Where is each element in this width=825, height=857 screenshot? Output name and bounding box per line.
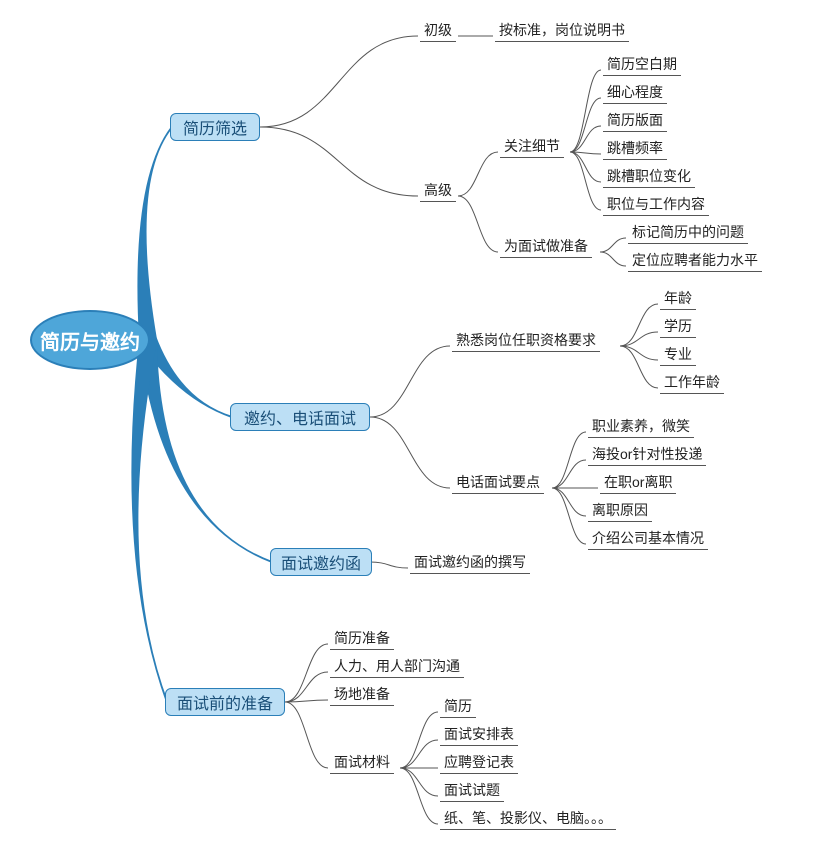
thin-connector	[285, 702, 328, 768]
thin-connector	[400, 768, 438, 824]
leaf-l_d1: 简历空白期	[603, 54, 681, 76]
thin-connector	[458, 196, 498, 252]
branch-b2: 邀约、电话面试	[230, 403, 370, 431]
thin-connector	[552, 488, 586, 544]
connector-layer	[0, 0, 825, 857]
leaf-l_m1: 简历	[440, 696, 476, 718]
thin-connector	[400, 740, 438, 768]
thin-connector	[400, 768, 438, 796]
leaf-l_d5: 跳槽职位变化	[603, 166, 695, 188]
thin-connector	[370, 562, 408, 568]
root-label: 简历与邀约	[40, 326, 140, 355]
root-connector	[137, 126, 172, 341]
branch-b3: 面试邀约函	[270, 548, 372, 576]
thin-connector	[285, 700, 328, 702]
leaf-l_m3: 应聘登记表	[440, 752, 518, 774]
root-node: 简历与邀约	[30, 310, 150, 370]
leaf-l_t4: 离职原因	[588, 500, 652, 522]
leaf-l_d2: 细心程度	[603, 82, 667, 104]
leaf-l_t: 电话面试要点	[452, 472, 544, 494]
thin-connector	[570, 152, 601, 154]
thin-connector	[552, 460, 586, 488]
leaf-l_pr1: 简历准备	[330, 628, 394, 650]
leaf-l_ch2b: 为面试做准备	[500, 236, 592, 258]
branch-b1: 简历筛选	[170, 113, 260, 141]
leaf-l_d3: 简历版面	[603, 110, 667, 132]
root-connector	[131, 339, 168, 703]
leaf-l_pr4: 面试材料	[330, 752, 394, 774]
leaf-l_d4: 跳槽频率	[603, 138, 667, 160]
thin-connector	[260, 36, 418, 127]
leaf-l_q4: 工作年龄	[660, 372, 724, 394]
thin-connector	[552, 432, 586, 488]
thin-connector	[552, 488, 586, 516]
leaf-l_pr2: 人力、用人部门沟通	[330, 656, 464, 678]
thin-connector	[570, 70, 601, 152]
thin-connector	[600, 238, 626, 252]
leaf-l_pr3: 场地准备	[330, 684, 394, 706]
thin-connector	[620, 346, 658, 360]
thin-connector	[570, 126, 601, 152]
thin-connector	[400, 712, 438, 768]
leaf-l_p2: 定位应聘者能力水平	[628, 250, 762, 272]
leaf-l_ch2: 高级	[420, 180, 456, 202]
leaf-l_ch2a: 关注细节	[500, 136, 564, 158]
thin-connector	[285, 644, 328, 702]
leaf-l_t3: 在职or离职	[600, 472, 676, 494]
thin-connector	[260, 127, 418, 196]
thin-connector	[370, 346, 450, 417]
leaf-l_t1: 职业素养，微笑	[588, 416, 694, 438]
leaf-l_m4: 面试试题	[440, 780, 504, 802]
branch-b4: 面试前的准备	[165, 688, 285, 716]
leaf-l_t2: 海投or针对性投递	[588, 444, 706, 466]
leaf-l_ch1: 初级	[420, 20, 456, 42]
leaf-l_q3: 专业	[660, 344, 696, 366]
thin-connector	[620, 304, 658, 346]
thin-connector	[570, 152, 601, 182]
thin-connector	[570, 152, 601, 210]
thin-connector	[570, 98, 601, 152]
leaf-l_p1: 标记简历中的问题	[628, 222, 748, 244]
leaf-l_m2: 面试安排表	[440, 724, 518, 746]
leaf-l_q2: 学历	[660, 316, 696, 338]
thin-connector	[370, 417, 450, 488]
thin-connector	[600, 252, 626, 266]
leaf-l_d6: 职位与工作内容	[603, 194, 709, 216]
thin-connector	[285, 672, 328, 702]
leaf-l_q1: 年龄	[660, 288, 696, 310]
leaf-l_t5: 介绍公司基本情况	[588, 528, 708, 550]
root-connector	[140, 336, 232, 418]
thin-connector	[458, 152, 498, 196]
leaf-l_q: 熟悉岗位任职资格要求	[452, 330, 600, 352]
leaf-l_ch1a: 按标准，岗位说明书	[495, 20, 629, 42]
leaf-l_m5: 纸、笔、投影仪、电脑。。。	[440, 808, 616, 830]
thin-connector	[620, 332, 658, 346]
thin-connector	[620, 346, 658, 388]
root-connector	[139, 339, 272, 563]
leaf-l_inv: 面试邀约函的撰写	[410, 552, 530, 574]
